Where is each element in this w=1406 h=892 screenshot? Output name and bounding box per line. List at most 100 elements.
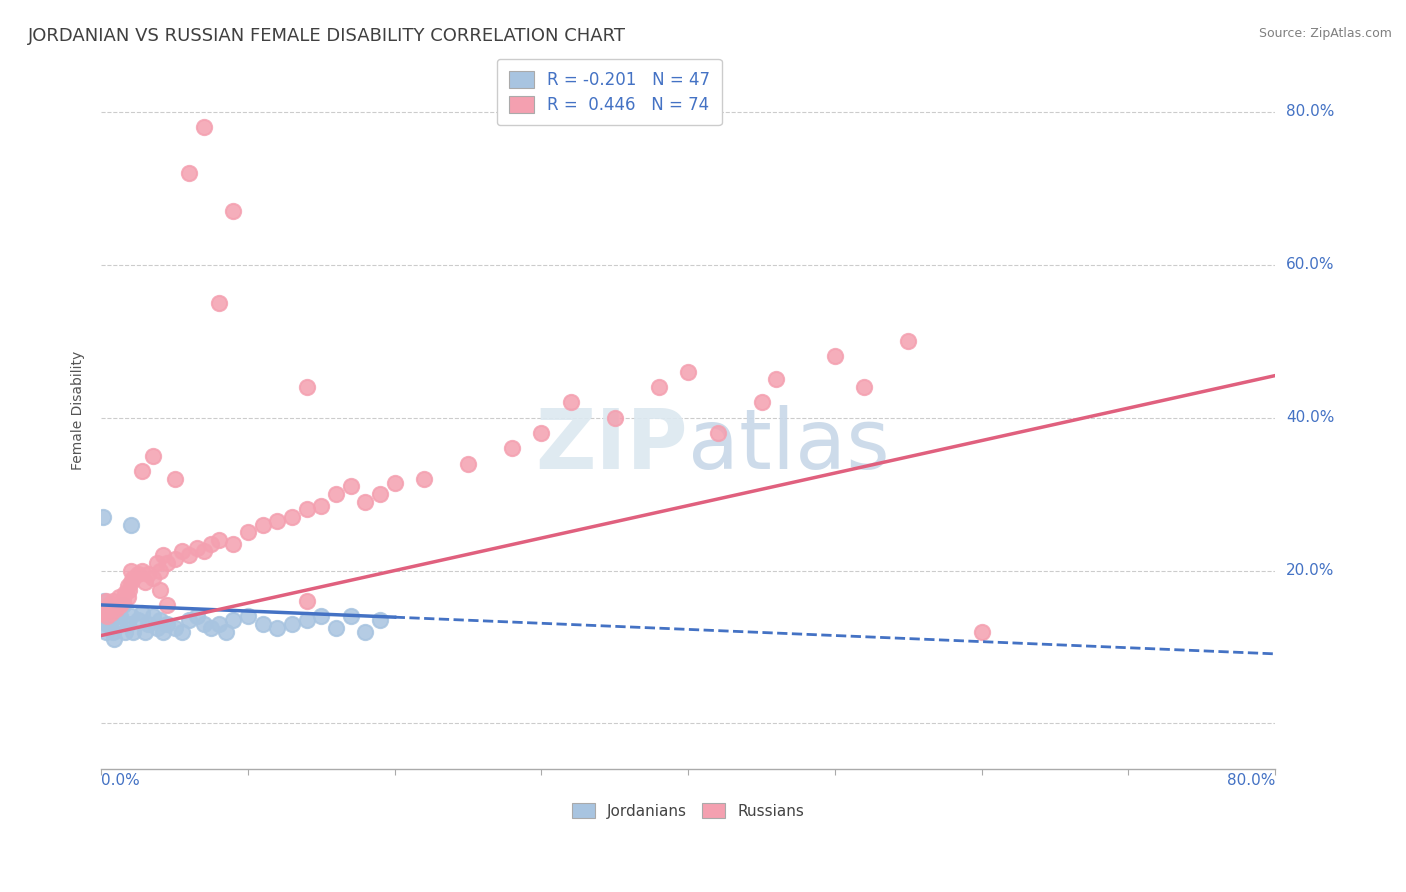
Point [339, 609, 361, 624]
Point [120, 517, 142, 532]
Point [325, 621, 347, 635]
Point [295, 613, 318, 627]
Text: 60.0%: 60.0% [1286, 257, 1334, 272]
Point [207, 617, 229, 632]
Point [156, 617, 179, 632]
Text: 20.0%: 20.0% [1286, 563, 1334, 578]
Text: 0.0%: 0.0% [101, 773, 141, 789]
Point [200, 621, 222, 635]
Y-axis label: Female Disability: Female Disability [72, 351, 86, 469]
Point [114, 624, 136, 639]
Point [824, 350, 846, 364]
Point [134, 574, 156, 589]
Text: Source: ZipAtlas.com: Source: ZipAtlas.com [1258, 27, 1392, 40]
Point [325, 487, 347, 501]
Point [112, 598, 135, 612]
Point [122, 624, 145, 639]
Point [146, 556, 169, 570]
Point [295, 594, 318, 608]
Point [311, 609, 333, 624]
Point [236, 609, 259, 624]
Point [339, 479, 361, 493]
Point [149, 613, 172, 627]
Point [706, 425, 728, 440]
Point [110, 609, 132, 624]
Point [897, 334, 920, 348]
Text: 80.0%: 80.0% [1227, 773, 1275, 789]
Point [149, 564, 172, 578]
Point [186, 609, 208, 624]
Point [94, 624, 117, 639]
Point [101, 624, 124, 639]
Point [117, 579, 139, 593]
Point [117, 617, 139, 632]
Point [156, 556, 179, 570]
Point [120, 564, 142, 578]
Point [384, 475, 406, 490]
Point [134, 624, 156, 639]
Point [91, 510, 114, 524]
Point [252, 617, 274, 632]
Point [765, 372, 787, 386]
Point [970, 624, 993, 639]
Point [163, 472, 186, 486]
Text: ZIP: ZIP [536, 406, 688, 486]
Point [676, 365, 699, 379]
Point [368, 487, 391, 501]
Point [142, 449, 165, 463]
Point [281, 510, 304, 524]
Point [136, 567, 159, 582]
Point [112, 594, 135, 608]
Point [413, 472, 436, 486]
Point [100, 606, 122, 620]
Point [751, 395, 773, 409]
Point [501, 441, 523, 455]
Text: 80.0%: 80.0% [1286, 104, 1334, 120]
Point [193, 617, 215, 632]
Point [131, 464, 153, 478]
Point [222, 204, 245, 219]
Text: atlas: atlas [688, 406, 890, 486]
Point [236, 525, 259, 540]
Point [104, 601, 127, 615]
Point [281, 617, 304, 632]
Legend: Jordanians, Russians: Jordanians, Russians [564, 795, 813, 826]
Point [163, 552, 186, 566]
Point [200, 537, 222, 551]
Point [266, 514, 288, 528]
Point [101, 594, 124, 608]
Point [560, 395, 582, 409]
Point [142, 609, 165, 624]
Point [156, 598, 179, 612]
Point [108, 617, 131, 632]
Point [648, 380, 671, 394]
Point [457, 457, 479, 471]
Point [110, 598, 132, 612]
Point [853, 380, 876, 394]
Point [127, 613, 149, 627]
Point [97, 598, 120, 612]
Text: 40.0%: 40.0% [1286, 410, 1334, 425]
Point [117, 591, 139, 605]
Point [127, 567, 149, 582]
Point [97, 601, 120, 615]
Point [295, 380, 318, 394]
Point [207, 296, 229, 310]
Point [90, 609, 112, 624]
Point [94, 594, 117, 608]
Point [193, 120, 215, 135]
Point [193, 544, 215, 558]
Point [354, 494, 377, 508]
Point [142, 571, 165, 585]
Point [118, 582, 141, 597]
Point [136, 617, 159, 632]
Point [295, 502, 318, 516]
Point [90, 606, 112, 620]
Point [530, 425, 553, 440]
Point [104, 606, 127, 620]
Point [131, 606, 153, 620]
Point [179, 548, 201, 562]
Point [122, 571, 145, 585]
Point [170, 544, 193, 558]
Point [252, 517, 274, 532]
